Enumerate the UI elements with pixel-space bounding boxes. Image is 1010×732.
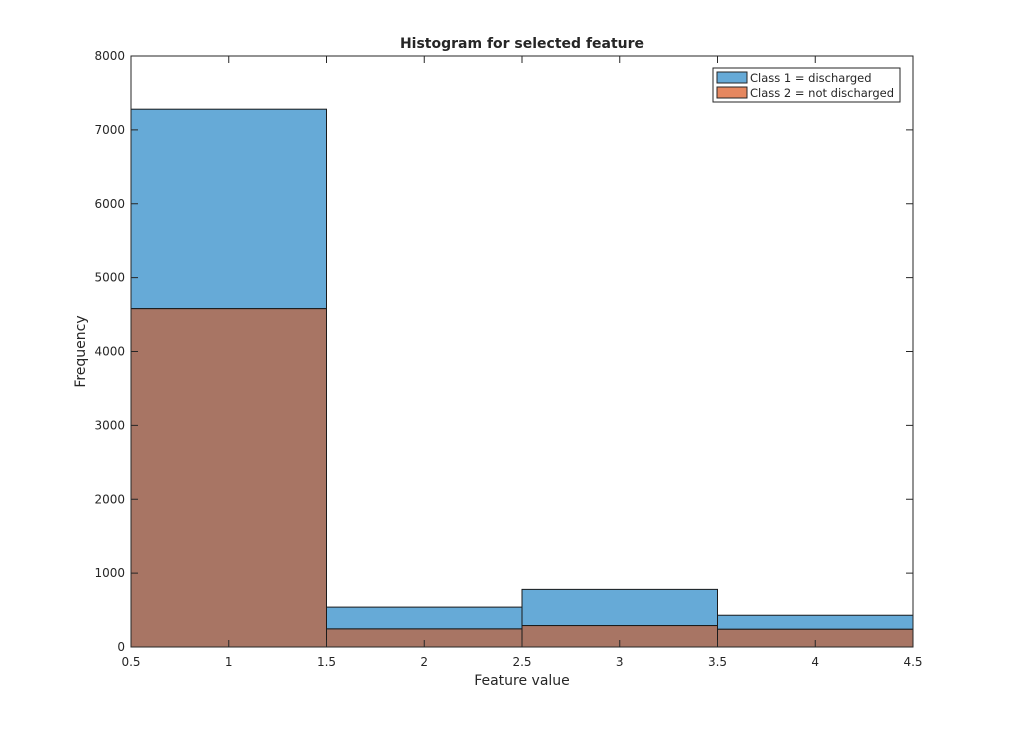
x-tick-label: 1 [225, 655, 233, 669]
y-tick-label: 2000 [94, 492, 125, 506]
x-tick-label: 2 [420, 655, 428, 669]
bar-class-2-bin-1 [130, 308, 327, 648]
y-axis-label: Frequency [73, 315, 89, 387]
x-axis-label: Feature value [474, 673, 570, 689]
bar-class-1-bin-1 [130, 108, 327, 310]
ticks-layer: 0.5 1 1.5 2 2.5 3 3.5 4 4.5 0 1000 2000 3000 4000 5000… [94, 49, 922, 669]
y-tick-label: 8000 [94, 49, 125, 63]
y-tick-label: 5000 [94, 271, 125, 285]
bar-class-1-bin-3 [521, 588, 718, 627]
x-tick-label: 4.5 [903, 655, 922, 669]
x-tick-label: 3 [616, 655, 624, 669]
x-tick-label: 3.5 [708, 655, 727, 669]
legend-label-class-2: Class 2 = not discharged [750, 86, 894, 100]
x-tick-label: 2.5 [512, 655, 531, 669]
chart-title: Histogram for selected feature [400, 36, 644, 52]
bar-class-1-bin-4 [717, 614, 914, 630]
legend-swatch-class-2 [716, 86, 748, 99]
y-tick-label: 7000 [94, 123, 125, 137]
legend-label-class-1: Class 1 = discharged [750, 71, 872, 85]
y-tick-label: 4000 [94, 345, 125, 359]
bar-class-1-bin-2 [326, 606, 523, 630]
y-tick-label: 3000 [94, 418, 125, 432]
x-tick-label: 4 [811, 655, 819, 669]
y-tick-label: 6000 [94, 197, 125, 211]
bars-layer [130, 108, 914, 648]
y-tick-label: 0 [117, 640, 125, 654]
legend-swatch-class-1 [716, 71, 748, 84]
y-tick-label: 1000 [94, 566, 125, 580]
x-tick-label: 0.5 [121, 655, 140, 669]
x-tick-label: 1.5 [317, 655, 336, 669]
legend: Class 1 = discharged Class 2 = not disch… [712, 67, 901, 103]
